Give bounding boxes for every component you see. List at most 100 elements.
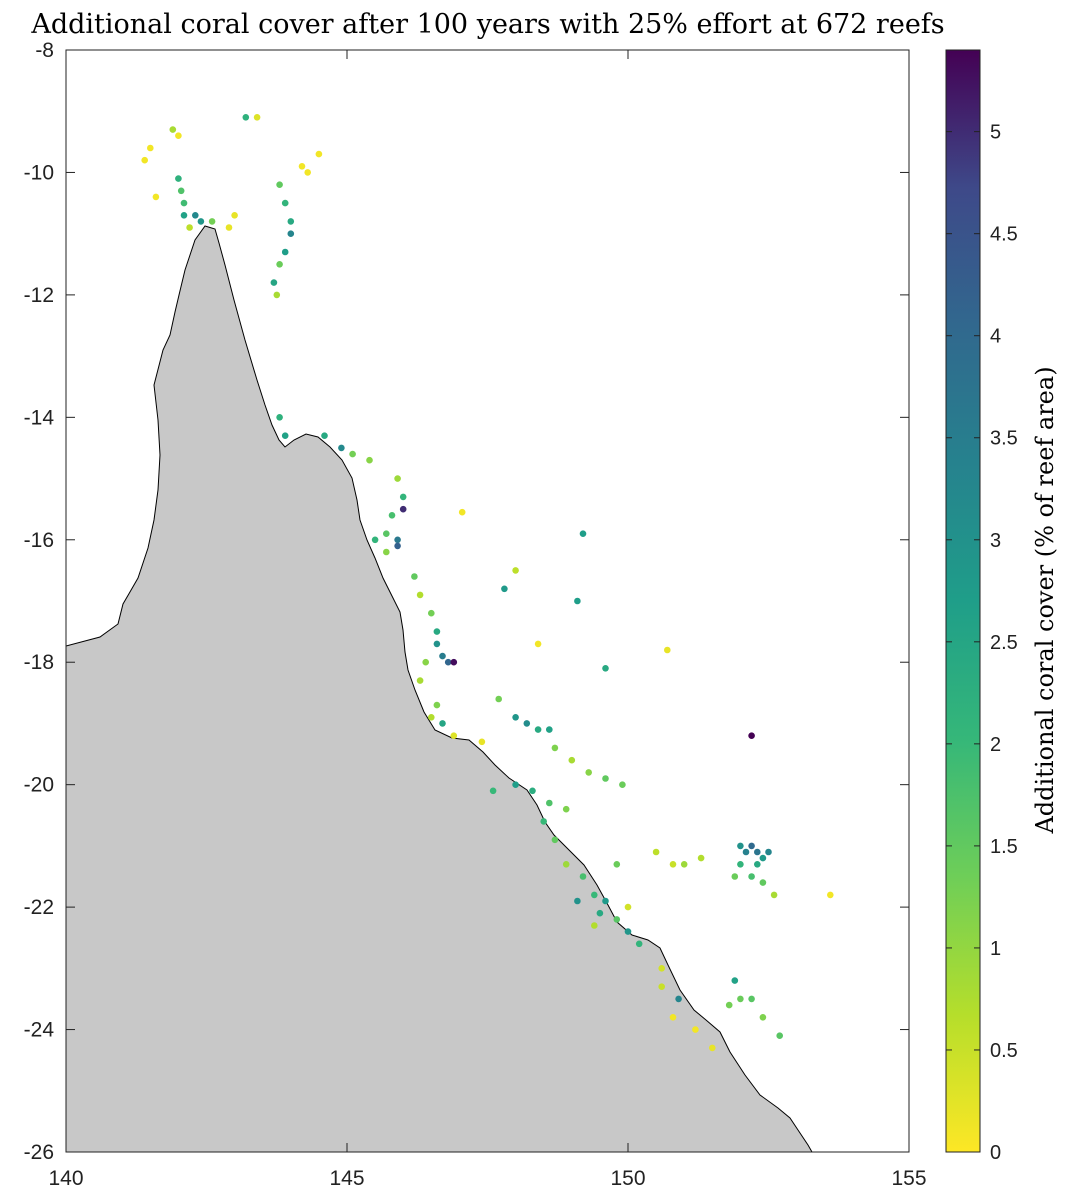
reef-point [759, 879, 767, 886]
reef-point [439, 720, 446, 727]
reef-point [574, 897, 581, 905]
y-axis: -8 -10 -12 -14 -16 -18 -20 -22 -24 -26 [24, 39, 909, 1164]
reef-point [394, 542, 401, 550]
reef-point [186, 224, 193, 231]
reef-point [433, 701, 441, 709]
reef-point [754, 848, 761, 856]
x-tick-label: 140 [48, 1167, 83, 1190]
reef-point [759, 854, 767, 862]
reef-point [635, 940, 643, 948]
reef-point [675, 995, 682, 1003]
reef-point [458, 508, 466, 516]
y-tick-label: -14 [24, 406, 55, 429]
colorbar-tick-label: 4.5 [990, 224, 1018, 246]
reef-point [624, 928, 632, 935]
reef-point [765, 848, 772, 856]
reef-point [551, 836, 559, 844]
colorbar-tick-label: 1.5 [990, 836, 1018, 858]
reef-point [175, 132, 182, 139]
reef-point [534, 726, 542, 733]
reef-point [709, 1044, 716, 1052]
reef-point [399, 493, 407, 501]
colorbar-tick-label: 0.5 [990, 1040, 1018, 1062]
reef-point [748, 842, 755, 850]
reef-point [276, 414, 283, 421]
reef-point [602, 775, 609, 782]
reef-point [180, 199, 188, 207]
reef-point [298, 163, 306, 170]
reef-point [658, 965, 665, 972]
y-tick-label: -16 [24, 529, 54, 552]
x-tick-label: 155 [891, 1167, 926, 1190]
chart-title: Additional coral cover after 100 years w… [30, 9, 944, 40]
plot-frame [65, 49, 910, 1153]
reef-point [147, 144, 154, 152]
reef-point [152, 193, 160, 201]
reef-point [287, 218, 295, 225]
reef-point [383, 548, 390, 556]
reef-point [281, 248, 289, 256]
reef-point [770, 891, 778, 899]
reef-point [534, 640, 542, 648]
reef-point [383, 530, 390, 537]
reef-point [737, 842, 744, 850]
reef-point [422, 658, 430, 666]
reef-point [512, 567, 519, 574]
reef-point [315, 150, 323, 158]
colorbar-label: Additional coral cover (% of reef area) [1031, 366, 1059, 834]
reef-point [562, 805, 570, 813]
reef-point [754, 861, 761, 868]
reef-point [602, 665, 609, 672]
reef-point [591, 922, 598, 929]
reef-point [388, 512, 396, 519]
reef-point [512, 781, 519, 788]
colorbar-tick-label: 2.5 [990, 632, 1018, 654]
y-tick-label: -20 [24, 774, 54, 797]
reef-point [450, 658, 458, 666]
reef-point [287, 230, 295, 237]
reef-point [748, 995, 755, 1003]
reef-point [562, 861, 570, 868]
reef-point [444, 658, 452, 666]
reef-point [141, 156, 148, 164]
reef-point [737, 861, 744, 868]
colorbar-ticks: 0 0.5 1 1.5 2 2.5 3 3.5 4 4.5 5 [946, 122, 1018, 1164]
reef-point [177, 187, 185, 195]
colorbar-tick-label: 2 [990, 734, 1001, 756]
reef-point [338, 444, 345, 452]
reef-point [169, 126, 177, 133]
reef-point [579, 873, 587, 880]
reef-point [175, 175, 182, 182]
reef-point [658, 983, 665, 990]
reef-point [349, 450, 356, 458]
reef-point [742, 848, 750, 856]
reef-point [579, 530, 587, 537]
reef-point [304, 169, 312, 176]
colorbar-tick-label: 1 [990, 938, 1001, 960]
reef-point [428, 609, 435, 617]
colorbar-tick-label: 0 [990, 1142, 1001, 1164]
y-tick-label: -26 [24, 1141, 54, 1164]
reef-point [574, 597, 581, 605]
colorbar-tick-label: 3 [990, 530, 1001, 552]
x-axis: 140 145 150 155 [48, 50, 927, 1190]
reef-point [180, 212, 188, 219]
reef-point [540, 818, 547, 825]
reef-point [680, 861, 688, 868]
y-tick-label: -10 [24, 161, 54, 184]
reef-point [394, 536, 401, 544]
reef-point [731, 977, 739, 984]
reef-point [568, 756, 576, 764]
reef-point [827, 891, 834, 899]
y-tick-label: -18 [24, 651, 54, 674]
reef-point [613, 861, 621, 868]
reef-points [141, 114, 834, 1052]
reef-point [664, 646, 671, 654]
reef-point [270, 279, 278, 286]
reef-point [411, 573, 418, 580]
reef-point [276, 181, 283, 188]
reef-point [253, 114, 261, 121]
reef-point [192, 212, 199, 219]
reef-point [731, 873, 739, 880]
